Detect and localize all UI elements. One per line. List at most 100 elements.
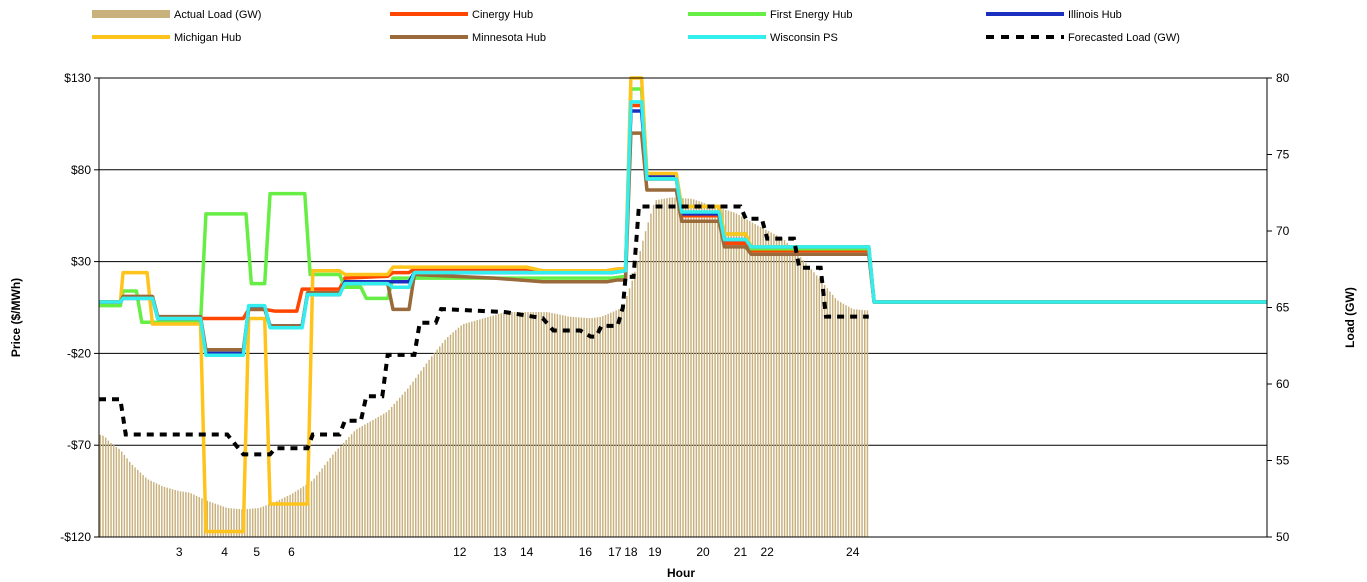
- load-bar: [364, 424, 366, 537]
- load-bar: [778, 236, 780, 537]
- y-right-tick-label: 70: [1276, 224, 1290, 238]
- load-bar: [161, 485, 163, 537]
- load-bar: [767, 231, 770, 537]
- load-bar: [423, 367, 425, 537]
- load-bar: [684, 198, 687, 537]
- load-bar: [300, 488, 302, 537]
- legend-item: Cinergy Hub: [390, 9, 533, 21]
- load-bar: [521, 312, 524, 537]
- x-tick-label: 19: [648, 545, 662, 559]
- load-bar: [265, 505, 267, 537]
- load-bar: [599, 316, 601, 537]
- legend-label: Wisconsin PS: [770, 32, 838, 44]
- load-bar: [473, 320, 476, 537]
- load-bar: [850, 308, 853, 537]
- legend-item: First Energy Hub: [688, 9, 853, 21]
- load-bar: [532, 312, 535, 537]
- load-bar: [703, 203, 706, 538]
- load-bar: [575, 317, 577, 537]
- load-bar: [652, 204, 655, 538]
- load-bar: [797, 254, 799, 537]
- load-bar: [725, 209, 727, 537]
- load-bar: [350, 434, 353, 537]
- load-bar: [636, 261, 639, 537]
- load-bar: [505, 312, 508, 537]
- load-bar: [794, 251, 796, 537]
- load-bar: [500, 313, 502, 537]
- load-bar: [123, 454, 126, 537]
- load-bar: [837, 300, 839, 537]
- load-bar: [620, 308, 623, 537]
- load-bar: [374, 418, 377, 537]
- load-bar: [805, 263, 807, 537]
- load-bar: [219, 505, 222, 537]
- legend-label: Cinergy Hub: [472, 9, 533, 21]
- load-bar: [553, 313, 556, 537]
- load-bar: [781, 237, 783, 537]
- load-bar: [182, 491, 184, 537]
- y-right-tick-label: 75: [1276, 148, 1290, 162]
- y-right-tick-label: 65: [1276, 301, 1290, 315]
- load-bar: [441, 343, 444, 537]
- load-bar: [294, 491, 297, 537]
- load-bar: [342, 442, 345, 537]
- load-bar: [380, 415, 382, 537]
- load-bar: [807, 266, 810, 537]
- load-bar: [404, 391, 406, 537]
- load-bar: [604, 314, 607, 537]
- load-bar: [666, 198, 668, 537]
- load-bar: [321, 468, 323, 537]
- y-left-tick-label: $130: [64, 71, 91, 85]
- load-bar: [313, 478, 315, 537]
- legend-item: Minnesota Hub: [390, 32, 546, 44]
- load-bar: [602, 316, 604, 537]
- load-bar: [259, 507, 262, 537]
- load-bar: [409, 385, 412, 537]
- load-bar: [99, 434, 102, 537]
- load-bar: [262, 506, 265, 537]
- load-bar: [535, 312, 537, 537]
- load-bar: [618, 309, 620, 537]
- load-bar: [390, 406, 393, 537]
- load-bar: [735, 213, 738, 537]
- x-tick-label: 6: [288, 545, 295, 559]
- load-bar: [193, 494, 195, 537]
- load-bar: [305, 484, 307, 537]
- load-bar: [783, 240, 786, 537]
- load-bar: [324, 464, 326, 537]
- load-bar: [773, 233, 775, 537]
- load-bar: [733, 212, 735, 537]
- x-tick-label: 4: [221, 545, 228, 559]
- load-bar: [110, 443, 112, 537]
- load-bar: [770, 232, 772, 537]
- load-bar: [195, 495, 198, 537]
- load-bar: [853, 309, 855, 537]
- load-bar: [249, 508, 251, 537]
- load-bar: [251, 508, 254, 537]
- y-right-tick-label: 55: [1276, 454, 1290, 468]
- load-bar: [112, 445, 115, 537]
- legend-label: Minnesota Hub: [472, 32, 546, 44]
- x-tick-label: 16: [579, 545, 593, 559]
- load-bar: [465, 323, 468, 537]
- load-bar: [115, 446, 118, 537]
- x-tick-label: 12: [453, 545, 467, 559]
- load-bar: [468, 322, 470, 537]
- load-bar: [556, 314, 559, 537]
- x-tick-label: 22: [761, 545, 775, 559]
- load-bar: [420, 370, 422, 537]
- load-bar: [433, 353, 436, 537]
- y-left-tick-label: -$20: [67, 346, 91, 360]
- load-bar: [326, 461, 329, 537]
- load-bar: [864, 310, 866, 537]
- load-bar: [479, 319, 481, 537]
- load-bar: [847, 306, 850, 537]
- load-bar: [508, 312, 510, 537]
- load-bar: [543, 312, 545, 537]
- load-bar: [503, 312, 505, 537]
- load-bar: [650, 213, 652, 537]
- load-bar: [567, 316, 569, 537]
- load-bar: [711, 206, 714, 538]
- load-bar: [719, 208, 722, 537]
